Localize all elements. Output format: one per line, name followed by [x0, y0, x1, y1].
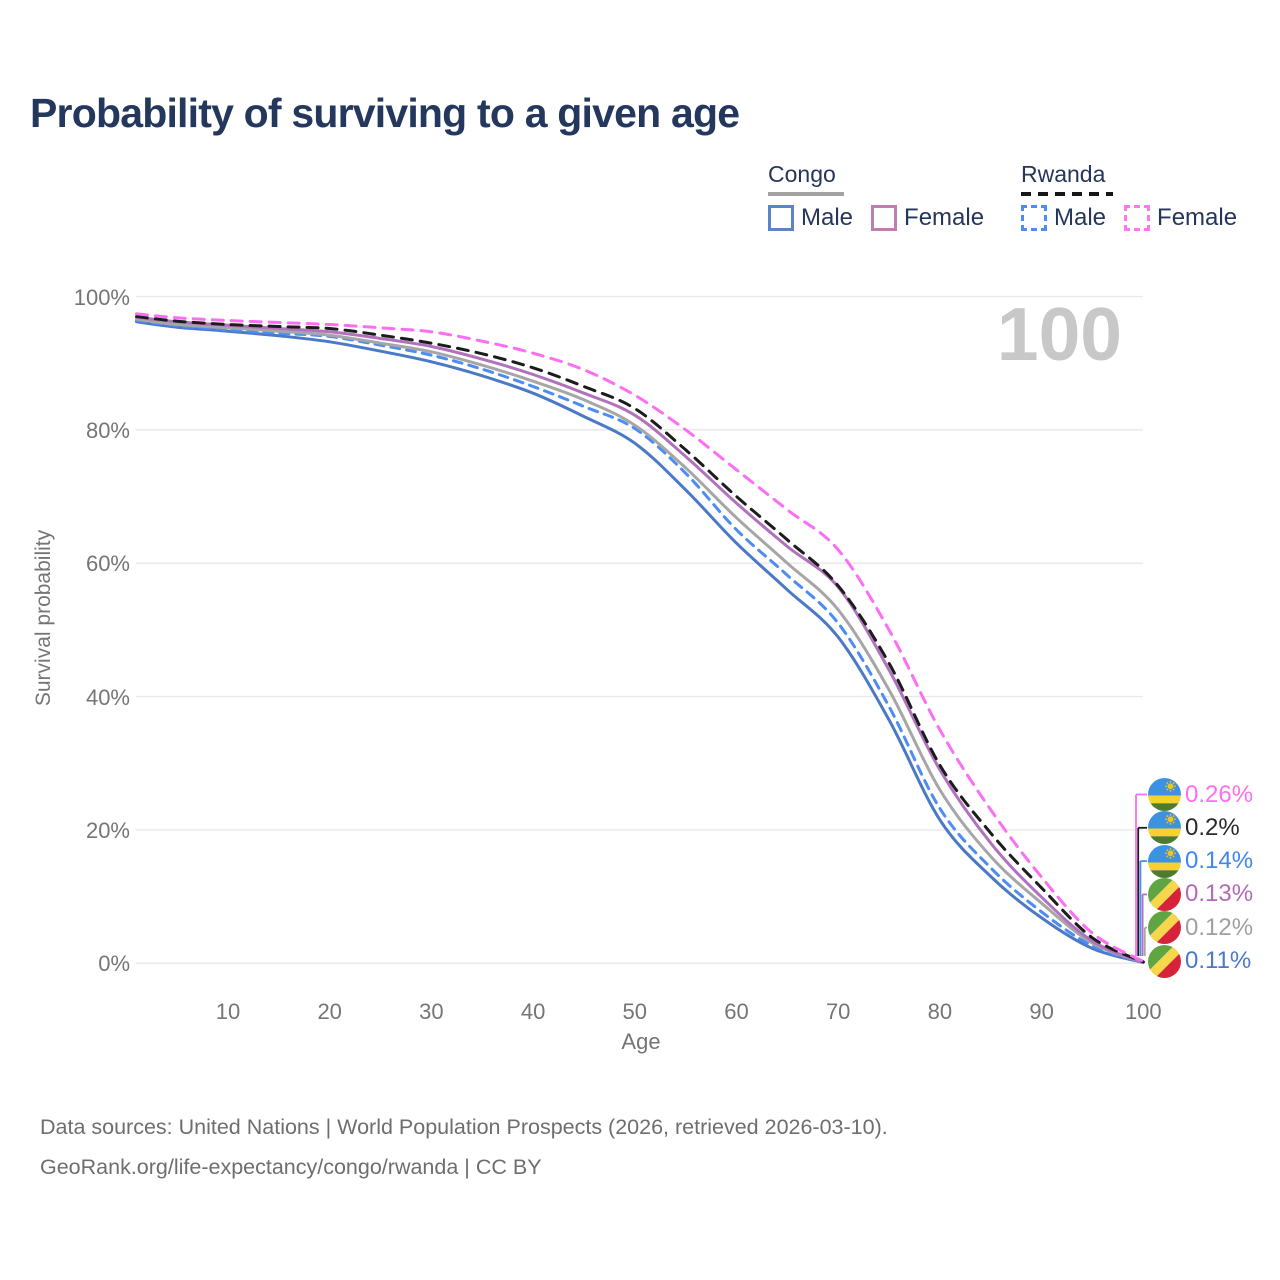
- data-sources-line: Data sources: United Nations | World Pop…: [40, 1115, 888, 1139]
- end-label-value: 0.14%: [1185, 847, 1254, 875]
- x-tick-label: 100: [1124, 999, 1162, 1024]
- legend-group-rwanda: Rwanda Male Female: [1021, 163, 1255, 231]
- y-tick-label: 80%: [85, 417, 130, 443]
- congo-flag-icon: [1148, 911, 1181, 945]
- legend-label-congo-female[interactable]: Female: [904, 204, 985, 231]
- hovered-age-watermark: 100: [996, 292, 1122, 376]
- series-congo-male-line: [135, 320, 1145, 964]
- end-label-congo-male: 0.11%: [1148, 944, 1252, 978]
- end-label-value: 0.11%: [1185, 947, 1252, 974]
- legend-dashed-line-sample: [1021, 192, 1113, 196]
- end-label-rwanda-male: 0.14%: [1148, 844, 1254, 878]
- legend-swatch-rwanda-male[interactable]: [1021, 205, 1047, 231]
- series-congo-all-line: [135, 317, 1145, 964]
- x-tick-label: 60: [724, 999, 749, 1024]
- legend-group-title: Congo: [768, 161, 836, 187]
- series-rwanda-all-line: [135, 315, 1145, 964]
- x-tick-label: 70: [825, 999, 851, 1024]
- legend-label-rwanda-female[interactable]: Female: [1157, 204, 1238, 231]
- end-label-value: 0.2%: [1185, 813, 1240, 841]
- legend-swatch-congo-female[interactable]: [871, 205, 898, 231]
- y-tick-label: 100%: [73, 284, 130, 310]
- y-tick-label: 0%: [98, 951, 130, 977]
- end-label-congo-all: 0.12%: [1148, 911, 1254, 945]
- legend-label-rwanda-male[interactable]: Male: [1054, 204, 1107, 231]
- x-tick-label: 30: [419, 999, 444, 1024]
- legend-group-title: Rwanda: [1021, 161, 1106, 187]
- end-label-value: 0.26%: [1185, 780, 1254, 808]
- series-rwanda-female-line: [135, 312, 1145, 963]
- y-tick-label: 40%: [85, 684, 130, 710]
- congo-flag-icon: [1148, 944, 1181, 978]
- y-axis-title: Survival probability: [32, 529, 55, 707]
- legend-swatch-congo-male[interactable]: [768, 205, 794, 231]
- end-label-rwanda-all: 0.2%: [1148, 811, 1240, 845]
- x-tick-label: 90: [1029, 999, 1054, 1024]
- congo-flag-icon: [1148, 877, 1181, 911]
- rwanda-flag-icon: [1148, 811, 1181, 845]
- end-label-rwanda-female: 0.26%: [1148, 778, 1253, 811]
- legend-solid-line-sample: [768, 192, 844, 196]
- legend-swatch-rwanda-female[interactable]: [1124, 205, 1151, 231]
- page-title: Probability of surviving to a given age: [30, 90, 740, 136]
- end-label-value: 0.12%: [1185, 913, 1254, 941]
- end-label-congo-female: 0.13%: [1148, 877, 1254, 911]
- rwanda-flag-icon: [1148, 778, 1181, 811]
- end-label-value: 0.13%: [1185, 880, 1254, 908]
- series-rwanda-male-line: [135, 319, 1145, 964]
- x-tick-label: 20: [317, 999, 342, 1024]
- series-congo-female-line: [135, 315, 1145, 964]
- x-tick-label: 80: [927, 999, 953, 1024]
- x-tick-label: 40: [520, 999, 546, 1024]
- y-tick-label: 60%: [85, 551, 130, 577]
- x-tick-label: 10: [215, 999, 241, 1024]
- y-tick-label: 20%: [85, 817, 130, 843]
- rwanda-flag-icon: [1148, 844, 1181, 878]
- legend-label-congo-male[interactable]: Male: [801, 204, 854, 231]
- legend-group-congo: Congo Male Female: [768, 163, 1002, 231]
- x-axis-title: Age: [621, 1029, 661, 1054]
- footer: Data sources: United Nations | World Pop…: [40, 1108, 888, 1188]
- attribution-line: GeoRank.org/life-expectancy/congo/rwanda…: [40, 1154, 542, 1179]
- x-tick-label: 50: [622, 999, 648, 1024]
